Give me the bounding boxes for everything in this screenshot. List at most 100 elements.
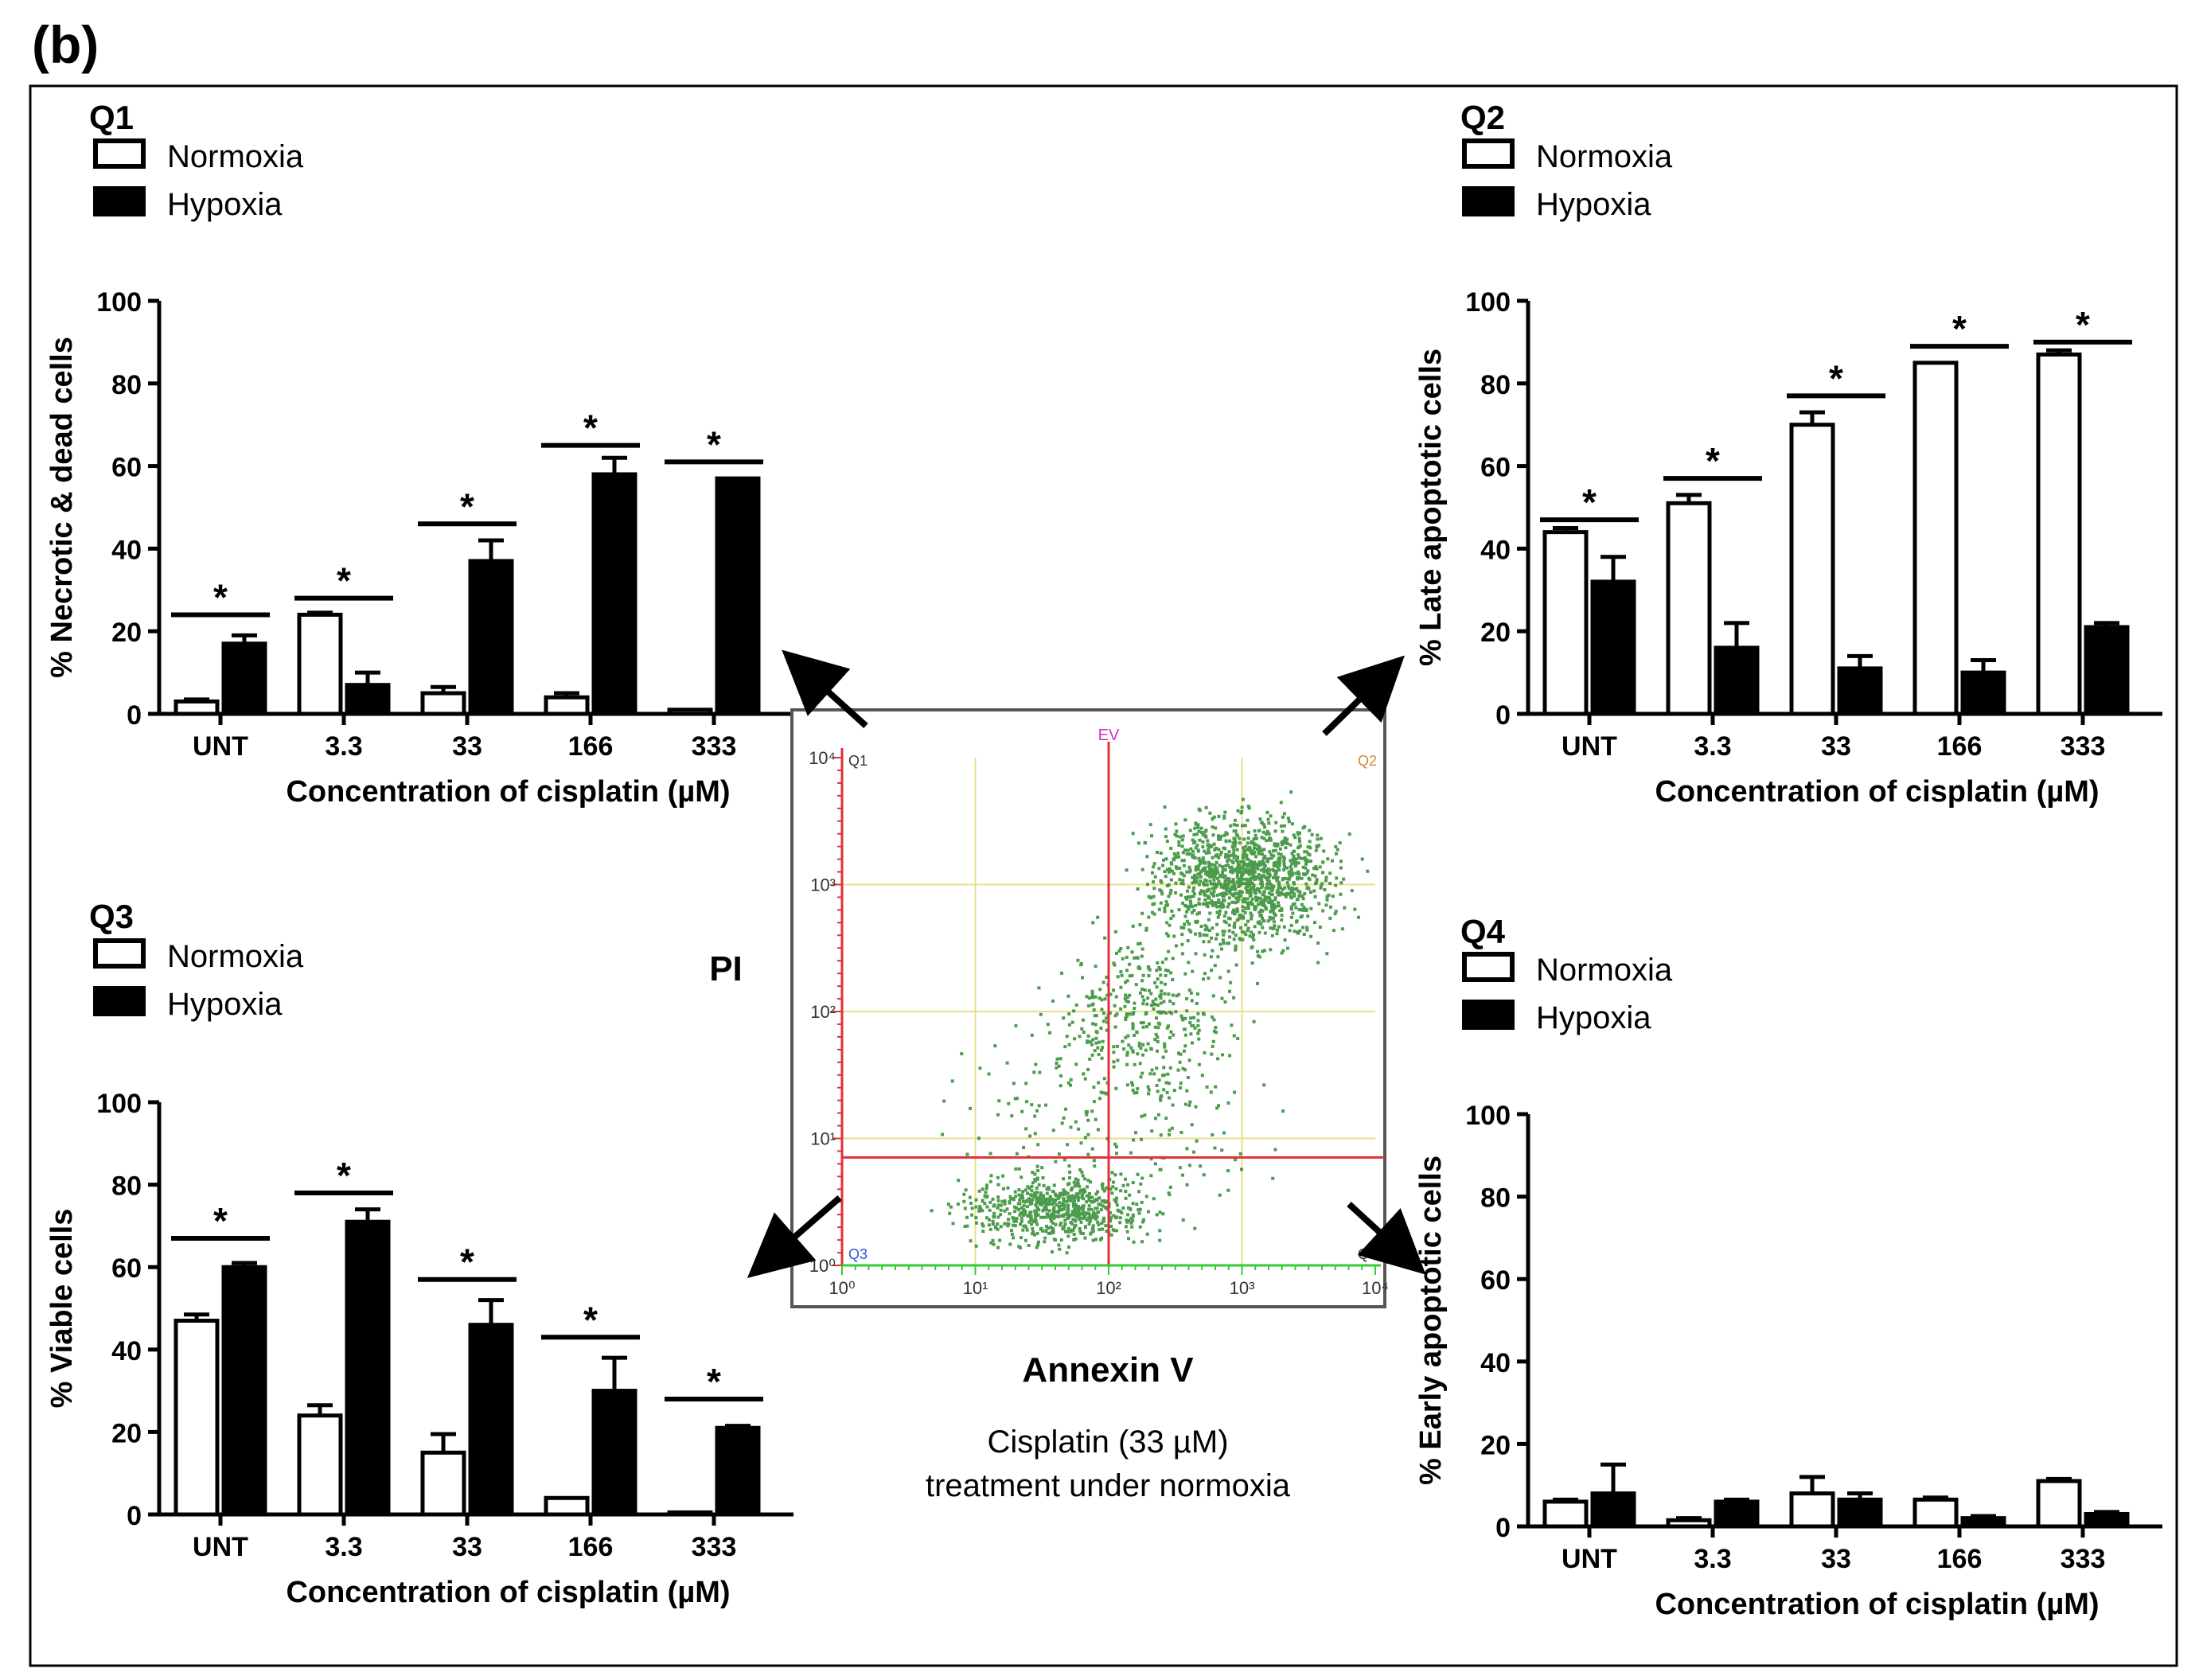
q3-bar-hypoxia-1 xyxy=(345,1219,391,1517)
q3-legend-label-hypoxia: Hypoxia xyxy=(167,987,283,1022)
q2-x-tick-label: UNT xyxy=(1562,731,1617,762)
q2-title: Q2 xyxy=(1460,99,1505,136)
flow-x-tick-label: 10⁰ xyxy=(829,1278,855,1298)
flow-quadrant-label-q4: Q4 xyxy=(1358,1246,1377,1262)
flow-x-tick-label: 10⁴ xyxy=(1362,1278,1389,1298)
q3-bar-normoxia-2 xyxy=(420,1450,466,1517)
q4-x-tick-label: UNT xyxy=(1562,1544,1617,1574)
q2-y-tick-label: 0 xyxy=(1495,700,1511,731)
q1-x-tick-label: 33 xyxy=(452,731,482,762)
q1-bar-hypoxia-0 xyxy=(221,641,267,716)
q1-legend-swatch-hypoxia xyxy=(93,186,146,216)
q1-y-tick-label: 40 xyxy=(111,535,142,565)
q3-y-tick-label: 40 xyxy=(111,1336,142,1366)
q4-chart: Q4 Normoxia Hypoxia 0 20 40 60 80 100 % Early apo… xyxy=(1414,913,2162,1621)
q3-significance-star-2: * xyxy=(460,1241,474,1283)
q1-bar-normoxia-3 xyxy=(544,695,590,716)
q3-x-axis-label: Concentration of cisplatin (µM) xyxy=(286,1576,730,1609)
q3-x-tick-label: 3.3 xyxy=(325,1532,362,1562)
flow-y-axis-label: PI xyxy=(709,949,743,988)
q2-bar-normoxia-1 xyxy=(1666,501,1712,716)
q1-significance-star-3: * xyxy=(583,407,598,449)
flow-y-tick-label: 10¹ xyxy=(810,1129,836,1149)
flow-caption-line1: Cisplatin (33 µM) xyxy=(987,1425,1228,1460)
q3-x-tick-label: UNT xyxy=(193,1532,248,1562)
q4-bar-normoxia-0 xyxy=(1542,1499,1589,1529)
q4-y-tick-label: 60 xyxy=(1480,1265,1511,1296)
q2-x-axis-label: Concentration of cisplatin (µM) xyxy=(1655,775,2099,809)
flow-gate-label: EV xyxy=(1098,727,1120,744)
q3-bar-normoxia-1 xyxy=(297,1413,343,1517)
flow-quadrant-label-q2: Q2 xyxy=(1358,753,1377,769)
q2-significance-star-4: * xyxy=(2076,304,2090,345)
q4-bar-hypoxia-3 xyxy=(1960,1516,2006,1529)
q1-y-tick-label: 20 xyxy=(111,618,142,648)
q2-x-tick-label: 333 xyxy=(2061,731,2106,762)
flow-y-tick-label: 10² xyxy=(810,1002,836,1022)
q1-bar-hypoxia-3 xyxy=(591,472,637,716)
q3-x-tick-label: 166 xyxy=(568,1532,614,1562)
q1-y-tick-label: 100 xyxy=(96,287,142,318)
flow-quadrant-label-q3: Q3 xyxy=(848,1246,868,1262)
q4-legend-label-hypoxia: Hypoxia xyxy=(1536,1000,1651,1035)
q1-legend-label-normoxia: Normoxia xyxy=(167,139,304,174)
q1-legend-swatch-normoxia xyxy=(93,138,146,169)
q3-x-tick-label: 333 xyxy=(692,1532,737,1562)
q1-significance-star-4: * xyxy=(707,423,721,465)
arrow-to-q1 xyxy=(782,649,868,728)
q2-bar-normoxia-2 xyxy=(1789,423,1835,716)
q3-bar-hypoxia-3 xyxy=(591,1389,637,1517)
q3-y-tick-label: 80 xyxy=(111,1171,142,1202)
q1-chart: Q1 Normoxia Hypoxia 0 20 40 60 80 100 % Necrotic … xyxy=(45,99,793,809)
arrow-to-q3 xyxy=(747,1195,842,1278)
q2-bar-hypoxia-4 xyxy=(2084,625,2130,716)
q4-bar-hypoxia-0 xyxy=(1590,1491,1636,1529)
q3-x-tick-label: 33 xyxy=(452,1532,482,1562)
q4-legend-swatch-hypoxia xyxy=(1462,1000,1515,1030)
q1-bar-normoxia-0 xyxy=(174,699,220,716)
q2-legend-swatch-normoxia xyxy=(1462,138,1515,169)
q4-x-tick-label: 166 xyxy=(1937,1544,1983,1574)
q1-y-tick-label: 0 xyxy=(127,700,142,731)
q3-y-tick-label: 100 xyxy=(96,1089,142,1119)
flow-x-axis-label: Annexin V xyxy=(1022,1351,1194,1390)
q4-y-tick-label: 20 xyxy=(1480,1430,1511,1460)
q1-title: Q1 xyxy=(89,99,134,136)
panel-label: (b) xyxy=(32,15,99,74)
q1-y-tick-label: 60 xyxy=(111,453,142,483)
q4-x-axis-label: Concentration of cisplatin (µM) xyxy=(1655,1588,2099,1621)
q3-title: Q3 xyxy=(89,898,134,935)
q3-chart: Q3 Normoxia Hypoxia 0 20 40 60 80 100 % Viable ce… xyxy=(45,898,793,1609)
q1-bar-hypoxia-2 xyxy=(468,559,514,716)
flow-dots xyxy=(930,790,1370,1255)
figure-frame xyxy=(29,84,2178,1667)
flow-x-tick-label: 10² xyxy=(1096,1278,1121,1298)
q4-y-tick-label: 0 xyxy=(1495,1513,1511,1543)
q4-bar-normoxia-2 xyxy=(1789,1491,1835,1529)
q4-bar-normoxia-1 xyxy=(1666,1518,1712,1529)
q3-legend-swatch-normoxia xyxy=(93,938,146,969)
q2-bar-normoxia-3 xyxy=(1912,361,1959,716)
q4-x-tick-label: 3.3 xyxy=(1694,1544,1731,1574)
flow-x-tick-label: 10³ xyxy=(1230,1278,1255,1298)
q3-bar-normoxia-0 xyxy=(174,1319,220,1517)
q2-x-tick-label: 3.3 xyxy=(1694,731,1731,762)
q2-chart: Q2 Normoxia Hypoxia 0 20 40 60 80 100 % Late apop… xyxy=(1414,99,2162,809)
q3-y-tick-label: 60 xyxy=(111,1253,142,1284)
q2-legend-label-hypoxia: Hypoxia xyxy=(1536,187,1651,222)
q2-significance-star-0: * xyxy=(1582,481,1597,523)
q4-title: Q4 xyxy=(1460,913,1506,950)
q3-y-axis-label: % Viable cells xyxy=(45,1209,79,1409)
q2-bar-hypoxia-2 xyxy=(1837,666,1883,716)
q4-bar-hypoxia-2 xyxy=(1837,1497,1883,1529)
q2-x-tick-label: 166 xyxy=(1937,731,1983,762)
q2-bar-hypoxia-0 xyxy=(1590,579,1636,716)
q2-significance-star-3: * xyxy=(1952,308,1967,349)
q1-significance-star-2: * xyxy=(460,485,474,527)
q3-y-tick-label: 20 xyxy=(111,1418,142,1448)
q3-bar-normoxia-3 xyxy=(544,1495,590,1517)
q1-bar-hypoxia-4 xyxy=(715,476,761,716)
